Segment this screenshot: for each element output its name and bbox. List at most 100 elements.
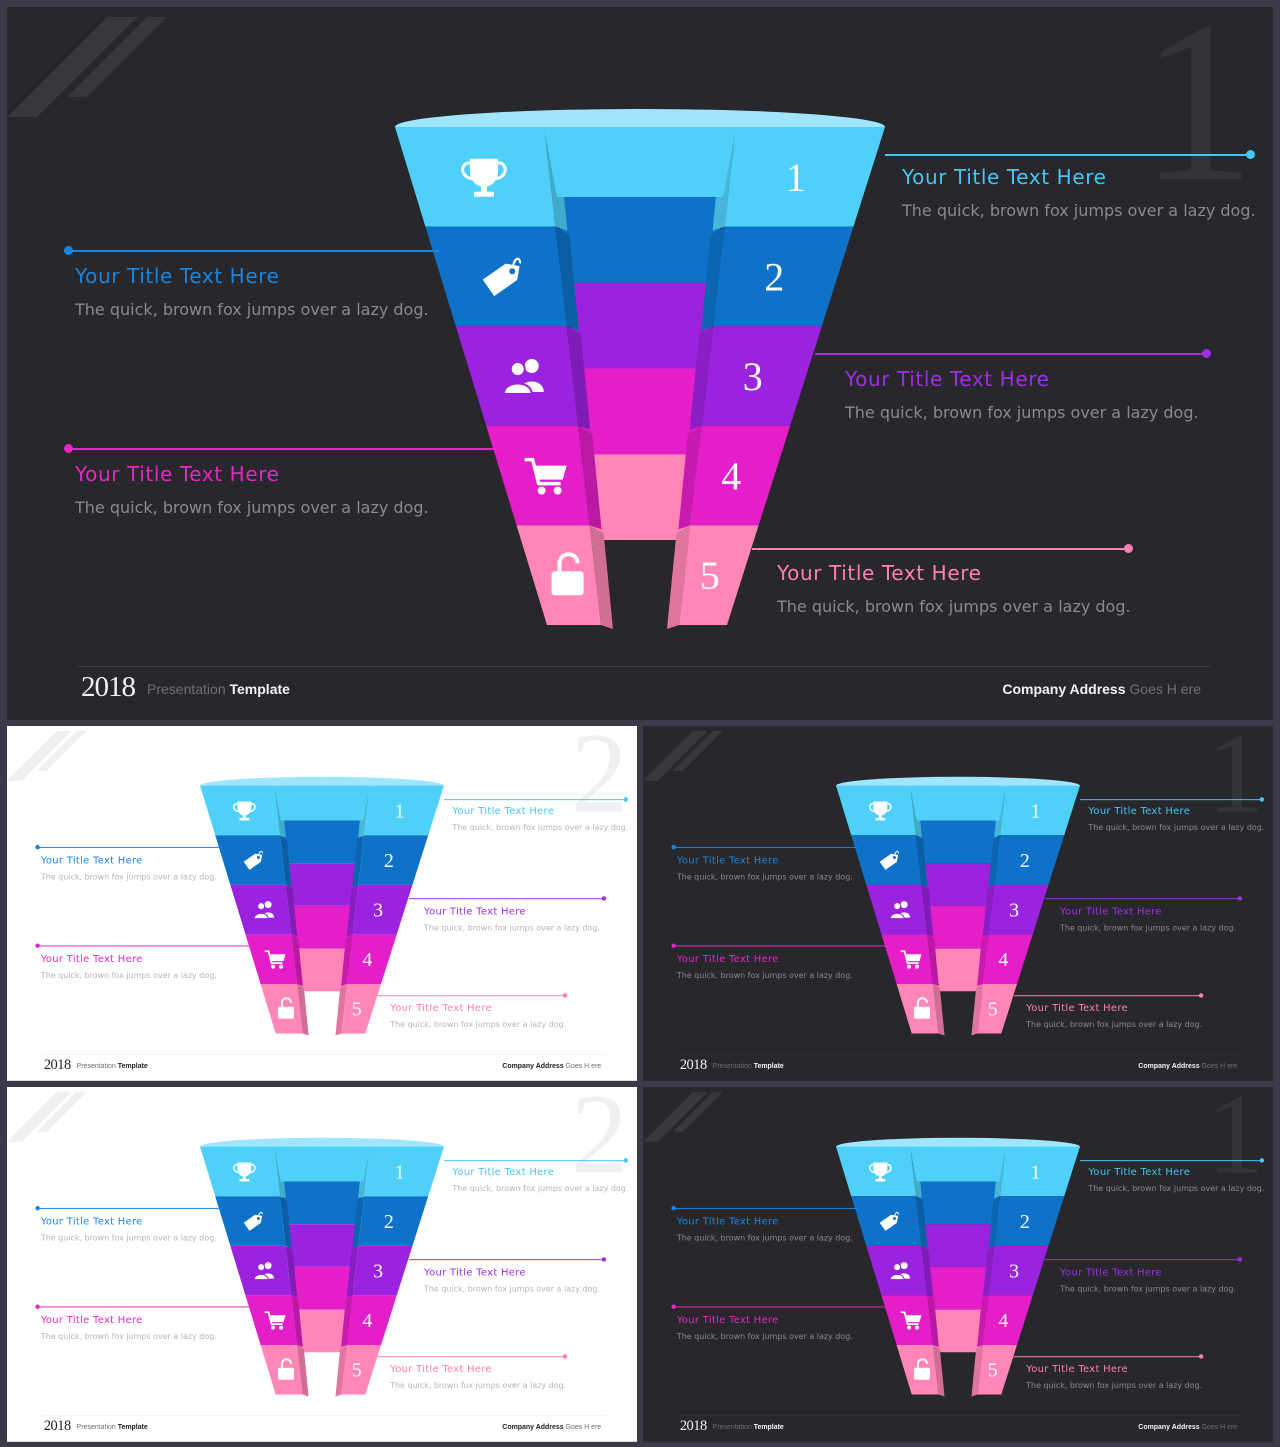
callout-title: Your Title Text Here	[40, 1214, 143, 1227]
funnel-level-1: 1	[200, 785, 444, 838]
callout-line	[37, 846, 222, 848]
footer-presentation-label: Presentation Template	[77, 1422, 148, 1430]
callout-dot	[1124, 544, 1133, 553]
slide-4[interactable]: 2 1 2 3 4 5 Your Title Text Here The quick, bro…	[7, 1087, 637, 1442]
callout-line	[409, 1259, 604, 1260]
funnel-inner-band	[921, 863, 996, 906]
callout-line	[443, 1160, 626, 1161]
unlock-icon	[277, 1358, 294, 1380]
funnel-diagram: 1 2 3 4 5	[836, 776, 1080, 1036]
funnel-level-4: 4	[486, 425, 791, 530]
funnel-level-2: 2	[215, 1196, 429, 1248]
funnel-inner-band	[929, 1309, 988, 1353]
slide-5[interactable]: 1 1 2 3 4 5 Your Title Text Here The quick, bro…	[643, 1087, 1273, 1442]
funnel-number: 2	[764, 254, 784, 299]
funnel-diagram: 1 2 3 4 5	[395, 109, 885, 629]
shopping-cart-icon	[264, 1311, 286, 1330]
callout-title: Your Title Text Here	[1026, 1362, 1128, 1375]
callout-dot	[1237, 1257, 1243, 1262]
footer-presentation-label: Presentation Template	[713, 1422, 784, 1430]
footer-template-word: Template	[753, 1061, 784, 1070]
funnel-top-face	[274, 785, 370, 821]
callout-title: Your Title Text Here	[452, 804, 555, 817]
funnel-level-2: 2	[851, 835, 1065, 887]
funnel-number: 5	[352, 999, 362, 1021]
funnel-number: 5	[988, 999, 998, 1021]
funnel-number: 4	[362, 949, 372, 971]
funnel-number: 4	[362, 1310, 372, 1332]
funnel-inner-band	[574, 368, 707, 455]
callout-dot	[64, 246, 73, 255]
page-number: 1	[1206, 1087, 1265, 1198]
funnel-number: 1	[1031, 800, 1041, 822]
footer-year: 2018	[679, 1417, 707, 1434]
footer-template-word: Template	[117, 1422, 148, 1431]
callout-dot	[64, 444, 73, 453]
callout-text: The quick, brown fox jumps over a lazy d…	[75, 300, 429, 319]
users-icon	[502, 359, 544, 395]
callout-line	[1045, 1259, 1240, 1260]
callout-dot	[562, 1354, 568, 1359]
funnel-number: 2	[1020, 850, 1030, 872]
callout-line	[1013, 1356, 1201, 1357]
callout-text: The quick, brown fox jumps over a lazy d…	[676, 970, 853, 980]
callout-title: Your Title Text Here	[777, 561, 982, 585]
funnel-inner-band	[921, 1224, 996, 1267]
callout-text: The quick, brown fox jumps over a lazy d…	[1088, 1183, 1265, 1193]
users-icon	[889, 1262, 911, 1281]
callout-dot	[35, 1205, 40, 1211]
users-icon	[253, 901, 275, 920]
funnel-level-5: 5	[516, 525, 759, 629]
corner-stripes-decoration	[643, 1091, 723, 1142]
footer-company-address: Company Address Goes H ere	[502, 1061, 601, 1070]
slide-1[interactable]: 1 1 2 3 4 5 Your Title Text Here The quick, bro…	[7, 7, 1273, 720]
callout-line	[752, 548, 1128, 550]
funnel-inner-band	[557, 197, 723, 283]
callout-title: Your Title Text Here	[40, 853, 143, 866]
funnel-level-3: 3	[455, 326, 822, 430]
footer-company-rest: Goes H ere	[565, 1422, 602, 1431]
callout-dot	[671, 1304, 676, 1309]
funnel-inner-band	[280, 820, 364, 864]
funnel-number: 1	[395, 800, 405, 822]
callout-line	[409, 898, 604, 899]
funnel-inner-band	[293, 948, 352, 992]
callout-dot	[671, 1205, 676, 1211]
callout-line	[1079, 799, 1262, 800]
funnel-number: 2	[384, 850, 394, 872]
footer-template-word: Template	[753, 1422, 784, 1431]
callout-line	[673, 846, 858, 848]
callout-title: Your Title Text Here	[390, 1001, 492, 1014]
funnel-inner-band	[916, 820, 1000, 864]
callout-text: The quick, brown fox jumps over a lazy d…	[777, 597, 1131, 616]
callout-text: The quick, brown fox jumps over a lazy d…	[390, 1019, 567, 1030]
funnel-level-5: 5	[896, 1344, 1018, 1397]
price-tag-icon	[243, 850, 263, 870]
funnel-number: 3	[373, 900, 383, 922]
unlock-icon	[551, 552, 584, 596]
funnel-number: 4	[998, 949, 1008, 971]
funnel-level-2: 2	[851, 1196, 1065, 1248]
callout-title: Your Title Text Here	[75, 264, 280, 288]
slide-3[interactable]: 1 1 2 3 4 5 Your Title Text Here The quick, bro…	[643, 726, 1273, 1081]
callout-dot	[1246, 150, 1255, 159]
callout-dot	[1202, 349, 1211, 358]
funnel-level-3: 3	[230, 1245, 413, 1298]
callout-dot	[1237, 896, 1243, 901]
funnel-number: 1	[1031, 1161, 1041, 1183]
unlock-icon	[913, 997, 930, 1019]
funnel-diagram: 1 2 3 4 5	[200, 1137, 444, 1397]
slide-2[interactable]: 2 1 2 3 4 5 Your Title Text Here The quick, bro…	[7, 726, 637, 1081]
shopping-cart-icon	[900, 1311, 922, 1330]
callout-dot	[1259, 797, 1265, 802]
funnel-inner-band	[293, 1309, 352, 1353]
funnel-number: 3	[373, 1261, 383, 1283]
funnel-top-face	[910, 1146, 1006, 1182]
footer-company-bold: Company Address	[502, 1061, 566, 1070]
footer-year: 2018	[43, 1417, 71, 1434]
funnel-level-2: 2	[215, 835, 429, 887]
callout-text: The quick, brown fox jumps over a lazy d…	[676, 871, 853, 882]
funnel-level-1: 1	[395, 127, 885, 231]
footer-year: 2018	[43, 1056, 71, 1073]
funnel-level-4: 4	[881, 1295, 1033, 1347]
